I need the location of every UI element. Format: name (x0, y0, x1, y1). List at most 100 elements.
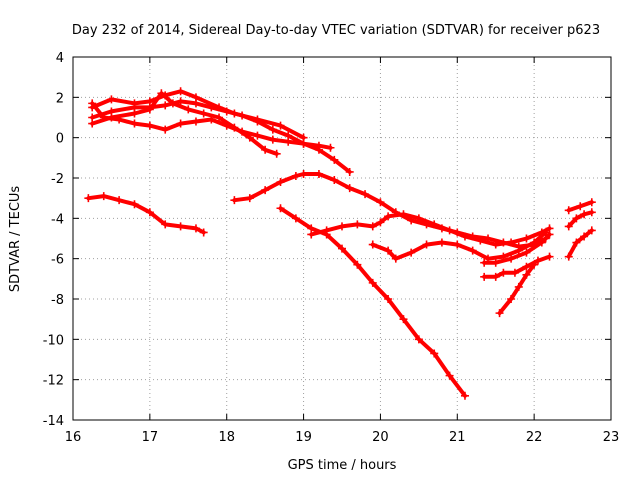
data-point (107, 95, 116, 104)
series-track-d (88, 99, 335, 152)
data-point (222, 121, 231, 130)
series-track-g (276, 204, 469, 400)
data-point (191, 99, 200, 108)
data-point (184, 105, 193, 114)
data-point (480, 258, 489, 267)
data-point (245, 194, 254, 203)
y-tick-label: -4 (51, 212, 64, 227)
data-point (587, 226, 596, 235)
chart-title: Day 232 of 2014, Sidereal Day-to-day VTE… (72, 23, 600, 38)
x-tick-label: 16 (65, 430, 82, 445)
data-point (414, 335, 423, 344)
data-point (572, 214, 581, 223)
x-tick-label: 20 (372, 430, 389, 445)
data-point (460, 391, 469, 400)
data-point (215, 113, 224, 122)
series-track-e (84, 192, 208, 237)
data-point (399, 315, 408, 324)
data-point (230, 196, 239, 205)
data-point (176, 97, 185, 106)
data-point (291, 171, 300, 180)
data-point (445, 226, 454, 235)
data-point (545, 252, 554, 261)
x-tick-label: 19 (295, 430, 312, 445)
x-tick-label: 22 (526, 430, 543, 445)
data-point (145, 121, 154, 130)
data-point (161, 220, 170, 229)
data-point (88, 99, 97, 108)
y-tick-label: 2 (56, 91, 64, 106)
data-point (480, 272, 489, 281)
data-point (437, 238, 446, 247)
data-point (338, 244, 346, 253)
data-point (430, 220, 439, 229)
data-point (276, 121, 285, 130)
data-point (445, 371, 454, 380)
data-point (84, 194, 93, 203)
data-point (199, 228, 208, 237)
data-point (460, 232, 469, 241)
series-track-c (88, 89, 281, 158)
data-point (345, 184, 354, 193)
data-point (587, 198, 596, 207)
data-point (253, 131, 262, 140)
data-point (507, 238, 516, 247)
data-point (157, 89, 166, 98)
plot-frame (72, 56, 612, 421)
series-track-l (495, 260, 539, 318)
series-track-o (564, 226, 596, 261)
x-axis-label: GPS time / hours (288, 458, 397, 473)
series-line (566, 228, 594, 259)
data-point (468, 246, 477, 255)
data-point (522, 234, 531, 243)
data-point (507, 254, 516, 263)
x-tick-label: 17 (142, 430, 159, 445)
series-track-j (480, 230, 554, 267)
data-point (533, 256, 542, 265)
y-axis-label: SDTVAR / TECUs (8, 186, 23, 293)
series-track-b (88, 97, 354, 176)
data-point (353, 220, 362, 229)
data-point (368, 240, 377, 249)
data-point (580, 210, 589, 219)
series-line (232, 172, 548, 249)
data-point (145, 208, 154, 217)
data-point (368, 278, 377, 287)
data-point (430, 349, 439, 358)
data-point (564, 252, 573, 261)
data-point (314, 169, 323, 178)
data-point (272, 149, 281, 158)
data-point (384, 295, 393, 303)
y-tick-label: 0 (56, 132, 64, 147)
data-point (476, 236, 485, 245)
series-line (566, 210, 594, 229)
data-point (338, 222, 346, 231)
y-tick-label: -8 (51, 293, 64, 308)
data-point (276, 178, 285, 187)
data-point (384, 246, 393, 255)
data-point (495, 309, 504, 318)
series-track-f (230, 169, 550, 251)
data-point (522, 270, 531, 279)
data-point (307, 230, 316, 239)
data-point (330, 176, 339, 185)
data-point (299, 169, 308, 178)
data-point (268, 135, 277, 144)
data-point (176, 87, 185, 96)
series-track-n (564, 208, 596, 231)
y-tick-label: -14 (43, 414, 64, 429)
data-point (545, 230, 554, 239)
data-point (368, 222, 377, 231)
data-point (391, 254, 400, 263)
data-point (261, 145, 270, 154)
data-point (176, 119, 185, 128)
series-line (278, 206, 467, 398)
data-point (322, 226, 331, 235)
series-track-m (564, 198, 596, 215)
data-point (376, 198, 385, 207)
series-line (86, 194, 206, 235)
data-point (564, 206, 573, 215)
series-line (309, 212, 552, 247)
